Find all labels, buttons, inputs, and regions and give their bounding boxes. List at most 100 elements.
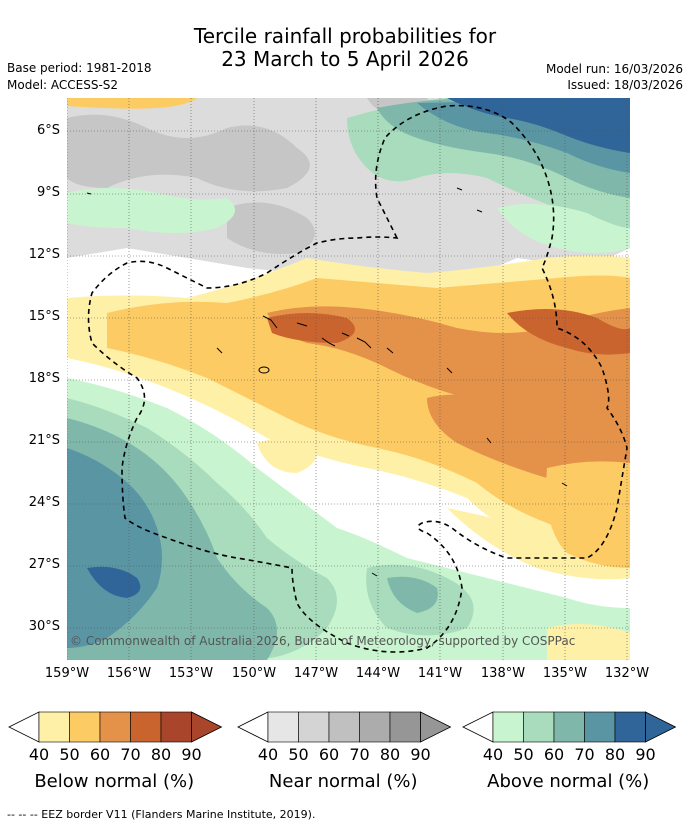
- colorbar-swatch: [298, 711, 330, 743]
- latitude-label: 15°S: [28, 309, 60, 324]
- colorbar-extend-high: [420, 711, 452, 743]
- below-normal-region: [67, 98, 197, 109]
- graticule: [67, 98, 630, 660]
- longitude-label: 144°W: [355, 666, 401, 681]
- longitude-label: 135°W: [542, 666, 588, 681]
- longitude-label: 150°W: [231, 666, 277, 681]
- colorbar-swatch: [328, 711, 360, 743]
- island: [371, 572, 378, 577]
- latitude-label: 24°S: [28, 495, 60, 510]
- colorbar-tick-label: 80: [379, 745, 401, 764]
- latitude-label: 9°S: [36, 185, 60, 200]
- colorbar-tick-label: 80: [604, 745, 626, 764]
- island: [486, 437, 492, 444]
- colorbar-tick-label: 40: [482, 745, 504, 764]
- colorbar-swatch: [584, 711, 616, 743]
- island: [456, 187, 463, 191]
- colorbar-swatch: [614, 711, 646, 743]
- island: [446, 367, 453, 374]
- above-normal-legend-title: Above normal (%): [487, 771, 650, 792]
- longitude-label: 153°W: [168, 666, 214, 681]
- near-normal-legend-title: Near normal (%): [268, 771, 418, 792]
- longitude-label: 159°W: [44, 666, 90, 681]
- eez-footnote: -- -- -- EEZ border V11 (Flanders Marine…: [7, 808, 316, 821]
- longitude-label: 141°W: [417, 666, 463, 681]
- below-normal-region: [507, 309, 630, 355]
- colorbar-tick-label: 40: [257, 745, 279, 764]
- colorbar-extend-high: [645, 711, 677, 743]
- colorbar-swatch: [523, 711, 555, 743]
- model-run: Model run: 16/03/2026: [545, 62, 683, 76]
- above-normal-region: [67, 448, 162, 648]
- colorbar-tick-label: 60: [318, 745, 340, 764]
- colorbar-tick-label: 60: [543, 745, 565, 764]
- colorbar-tick-label: 70: [120, 745, 141, 764]
- above-normal-region: [87, 566, 141, 598]
- colorbar-tick-label: 90: [635, 745, 656, 764]
- islands: [86, 187, 568, 577]
- longitude-label: 147°W: [293, 666, 339, 681]
- island: [262, 315, 278, 329]
- latitude-label: 27°S: [28, 557, 60, 572]
- above-normal-region: [447, 98, 630, 153]
- island: [561, 482, 568, 487]
- above-normal-region: [387, 576, 438, 613]
- above-normal-colorbar: [462, 711, 677, 743]
- colorbar-swatch: [359, 711, 391, 743]
- island: [341, 332, 350, 337]
- colorbar-swatch: [492, 711, 524, 743]
- below-normal-colorbar: [8, 711, 223, 743]
- below-normal-region: [547, 624, 630, 660]
- colorbar-extend-low: [462, 711, 494, 743]
- colorbar-extend-low: [8, 711, 40, 743]
- above-normal-region: [497, 204, 630, 253]
- colorbar-swatch: [69, 711, 101, 743]
- colorbar-tick-label: 60: [89, 745, 111, 764]
- issued-date: Issued: 18/03/2026: [567, 78, 683, 92]
- longitude-label: 138°W: [480, 666, 526, 681]
- island: [216, 347, 223, 354]
- longitude-label: 132°W: [604, 666, 650, 681]
- above-normal-region: [67, 188, 235, 233]
- near-normal-colorbar: [237, 711, 452, 743]
- colorbar-swatch: [99, 711, 131, 743]
- near-normal-region: [227, 202, 315, 254]
- copyright-text: © Commonwealth of Australia 2026, Bureau…: [70, 634, 575, 648]
- model-name: Model: ACCESS-S2: [7, 78, 119, 92]
- colorbar-swatch: [267, 711, 299, 743]
- colorbar-tick-label: 50: [513, 745, 534, 764]
- latitude-label: 18°S: [28, 371, 60, 386]
- eez-border: [87, 104, 628, 653]
- latitude-label: 30°S: [28, 619, 60, 634]
- island: [296, 322, 308, 327]
- island: [258, 366, 270, 374]
- below-normal-region: [546, 461, 630, 568]
- island: [476, 209, 483, 213]
- base-period: Base period: 1981-2018: [7, 61, 152, 75]
- map-title-line2: 23 March to 5 April 2026: [221, 47, 469, 71]
- colorbar-tick-label: 50: [288, 745, 309, 764]
- colorbar-extend-low: [237, 711, 269, 743]
- latitude-label: 21°S: [28, 433, 60, 448]
- near-normal-region: [67, 114, 310, 192]
- longitude-label: 156°W: [106, 666, 152, 681]
- rainfall-probability-map: © Commonwealth of Australia 2026, Bureau…: [67, 98, 630, 660]
- below-normal-region: [267, 313, 355, 343]
- below-normal-region: [257, 438, 318, 473]
- colorbar-tick-label: 40: [28, 745, 50, 764]
- colorbar-tick-label: 80: [150, 745, 172, 764]
- colorbar-tick-label: 90: [410, 745, 431, 764]
- island: [86, 192, 92, 195]
- below-normal-legend-title: Below normal (%): [34, 771, 195, 792]
- map-title-line1: Tercile rainfall probabilities for: [193, 24, 497, 48]
- colorbar-tick-label: 90: [181, 745, 202, 764]
- colorbar-swatch: [389, 711, 421, 743]
- colorbar-extend-high: [191, 711, 223, 743]
- colorbar-tick-label: 70: [574, 745, 595, 764]
- colorbar-tick-label: 50: [59, 745, 80, 764]
- island: [321, 337, 336, 347]
- below-normal-region: [267, 306, 630, 450]
- colorbar-tick-label: 70: [349, 745, 370, 764]
- island: [386, 347, 394, 354]
- colorbar-swatch: [130, 711, 162, 743]
